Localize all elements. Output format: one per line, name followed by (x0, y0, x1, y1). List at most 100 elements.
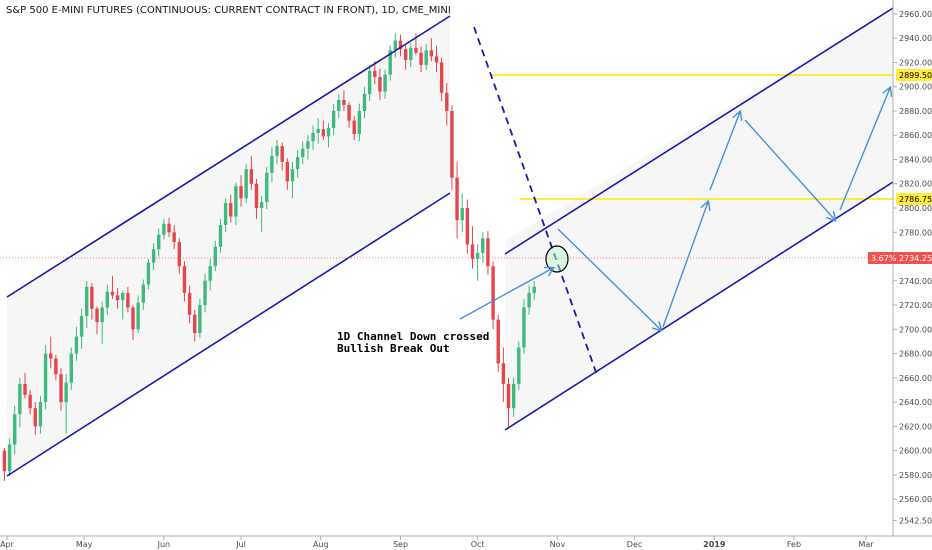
candle (326, 123, 331, 148)
candle (162, 218, 166, 240)
y-tick-label: 2840.00 (899, 155, 932, 164)
candle-body (177, 241, 182, 267)
candle-body (100, 307, 104, 323)
candle-body (481, 238, 485, 253)
candle (352, 115, 356, 141)
candle-body (259, 201, 264, 209)
y-tick-label: 2800.00 (899, 204, 932, 213)
candle (213, 240, 218, 272)
candle (270, 147, 274, 183)
candle-body (203, 280, 207, 306)
x-tick-label: Aug (313, 540, 329, 549)
candle (306, 135, 310, 160)
candle (455, 161, 459, 239)
projection-arrow-5 (839, 88, 890, 211)
candle-body (367, 70, 372, 94)
x-tick-label: Apr (0, 540, 15, 549)
candle (511, 377, 516, 417)
candle-body (439, 62, 444, 93)
candle-body (146, 262, 151, 285)
candle-body (90, 286, 94, 309)
candle (33, 402, 37, 435)
candle-body (213, 246, 218, 267)
candle (28, 389, 32, 415)
candle-body (352, 120, 356, 135)
pointer-arrow (459, 268, 553, 320)
candle-body (326, 127, 331, 137)
projection-arrow-4 (744, 119, 835, 220)
candle (481, 232, 485, 263)
y-tick-label: 2880.00 (899, 107, 932, 116)
candle (254, 178, 259, 219)
candle-body (95, 308, 99, 323)
candle-body (280, 146, 284, 162)
candle (409, 43, 413, 68)
candle-body (157, 234, 161, 250)
x-tick-label: Sep (393, 540, 408, 549)
y-tick-label: 2660.00 (899, 374, 932, 383)
breakout-circle (545, 245, 569, 273)
candle (434, 45, 439, 73)
candle (54, 354, 58, 381)
candle (115, 288, 120, 309)
level-badge-2899 (896, 69, 932, 81)
candle (367, 64, 372, 102)
candle (450, 104, 454, 190)
candle-body (517, 347, 521, 384)
candle-body (331, 110, 336, 128)
level-badge-2899-label: 2899.50 (899, 71, 932, 80)
candle (172, 224, 176, 250)
candle (198, 298, 202, 338)
candle (403, 45, 408, 70)
candle-body (414, 47, 418, 53)
y-tick-label: 2960.00 (899, 10, 932, 19)
candle-body (342, 100, 346, 105)
x-axis: Apr May Jun Jul Aug Sep Oct Nov Dec 2019 Feb Mar (0, 535, 932, 549)
candle (95, 306, 99, 335)
candle-body (409, 47, 413, 61)
candle-body (321, 129, 326, 137)
candle-body (465, 208, 470, 245)
x-tick-label: Oct (471, 540, 485, 549)
candle-body (347, 104, 351, 121)
annotation-line-2: Bullish Break Out (337, 342, 450, 355)
candle (110, 275, 115, 299)
right-channel-upper-line (504, 7, 894, 255)
left-channel-fill (7, 16, 450, 476)
candle (321, 120, 326, 141)
y-tick-label: 2780.00 (899, 228, 932, 237)
x-tick-label: Feb (787, 540, 801, 549)
candle-body (460, 208, 464, 221)
candle-body (522, 307, 526, 348)
candle-body (450, 110, 454, 178)
x-tick-label: Dec (627, 540, 642, 549)
candle (177, 238, 182, 274)
candle-body (475, 252, 480, 259)
candle (506, 377, 511, 427)
candle (18, 377, 22, 428)
candle-body (59, 374, 63, 403)
candle (131, 305, 135, 341)
candle (517, 341, 521, 390)
candle (378, 68, 382, 101)
candle-body (486, 238, 490, 267)
candle-body (43, 353, 48, 403)
annotation-line-1: 1D Channel Down crossed (337, 330, 489, 343)
candle (38, 396, 43, 434)
candle-body (378, 76, 382, 92)
candle-body (239, 186, 243, 199)
y-tick-label: 2600.00 (899, 447, 932, 456)
candle-body (13, 414, 17, 445)
candle (157, 228, 161, 257)
price-badge (896, 252, 932, 264)
y-axis: 2960.00 2940.00 2920.00 2900.00 2880.00 2860.… (892, 0, 932, 536)
candle-body (362, 93, 367, 111)
candle (373, 61, 377, 85)
candle-body (167, 223, 171, 233)
candle (218, 218, 223, 253)
level-badge-2786-label: 2786.75 (899, 195, 932, 204)
candle (187, 285, 192, 324)
candle (337, 93, 341, 119)
candle-body (182, 266, 187, 293)
